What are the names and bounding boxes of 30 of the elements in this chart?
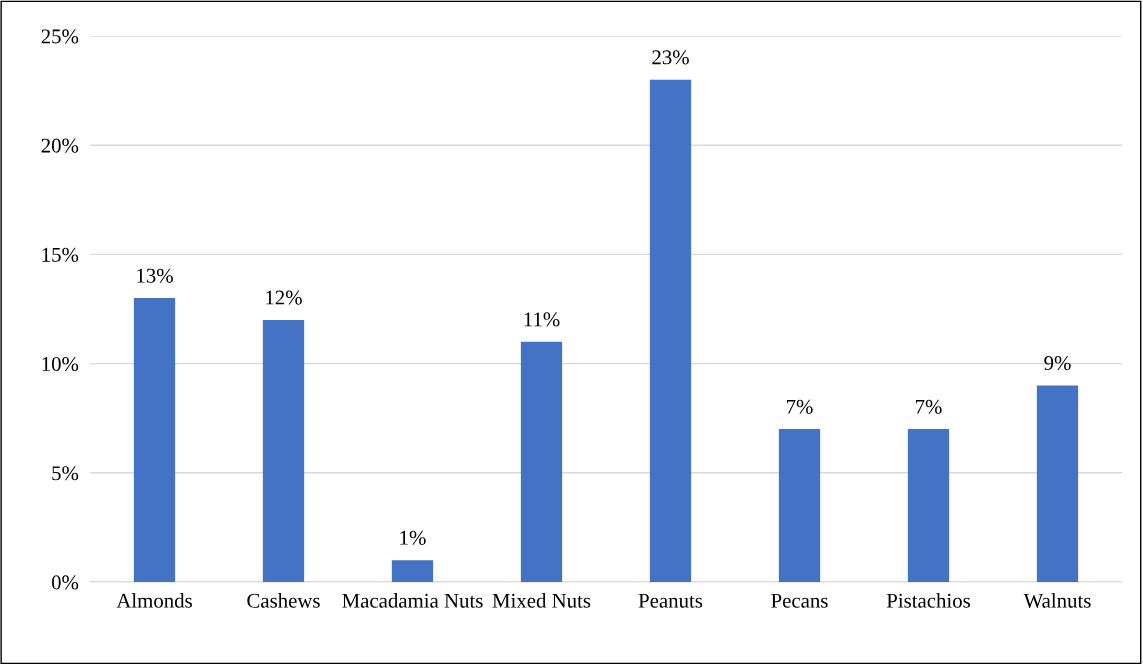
x-tick-label: Peanuts bbox=[638, 593, 703, 608]
y-tick-label: 0% bbox=[51, 575, 79, 590]
bar bbox=[1036, 385, 1079, 582]
bar bbox=[133, 298, 176, 582]
data-label: 23% bbox=[652, 50, 689, 65]
x-tick-label: Almonds bbox=[116, 593, 192, 608]
x-tick-label: Pistachios bbox=[886, 593, 970, 608]
x-tick-label: Walnuts bbox=[1023, 593, 1091, 608]
x-tick-label: Cashews bbox=[247, 593, 320, 608]
data-label: 7% bbox=[915, 399, 942, 414]
data-label: 11% bbox=[524, 312, 560, 327]
y-tick-label: 20% bbox=[41, 138, 79, 153]
data-label: 7% bbox=[786, 399, 813, 414]
bar bbox=[778, 429, 821, 582]
bar bbox=[391, 560, 434, 582]
x-tick-label: Macadamia Nuts bbox=[342, 593, 483, 608]
data-label: 12% bbox=[266, 290, 302, 305]
x-tick-label: Pecans bbox=[771, 593, 828, 608]
bar bbox=[520, 341, 563, 582]
bar bbox=[262, 319, 305, 582]
bar bbox=[907, 429, 950, 582]
bar bbox=[649, 79, 692, 582]
data-label: 9% bbox=[1044, 356, 1071, 371]
y-tick-label: 10% bbox=[42, 356, 79, 372]
data-label: 1% bbox=[400, 530, 426, 545]
data-label: 13% bbox=[137, 268, 173, 283]
y-tick-label: 5% bbox=[52, 466, 79, 481]
x-tick-label: Mixed Nuts bbox=[492, 593, 591, 608]
y-tick-label: 15% bbox=[42, 247, 79, 262]
y-tick-label: 25% bbox=[41, 29, 79, 44]
